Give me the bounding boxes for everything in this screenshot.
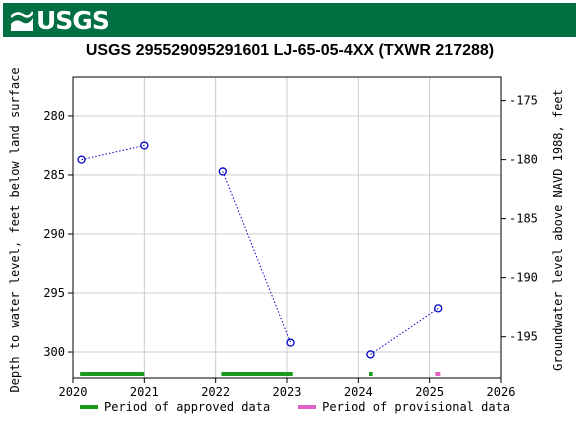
x-tick-label: 2020 xyxy=(59,385,88,399)
data-point xyxy=(77,155,86,164)
approved-period-bar xyxy=(80,372,145,376)
data-series xyxy=(77,141,443,359)
legend-item-provisional: Period of provisional data xyxy=(298,400,510,414)
y-right-tick-label: -175 xyxy=(509,94,538,108)
x-tick-label: 2021 xyxy=(130,385,159,399)
y-left-axis-ticks: 280 285 290 295 300 xyxy=(43,109,73,359)
y-right-axis-title: Groundwater level above NAVD 1988, feet xyxy=(551,89,565,371)
x-tick-label: 2024 xyxy=(344,385,373,399)
y-left-tick-label: 290 xyxy=(43,227,65,241)
legend-label-provisional: Period of provisional data xyxy=(322,400,511,414)
chart-title: USGS 295529095291601 LJ-65-05-4XX (TXWR … xyxy=(85,42,495,59)
logo-text: USGS xyxy=(36,5,110,35)
approved-period-bar xyxy=(221,372,293,376)
y-left-tick-label: 295 xyxy=(43,286,65,300)
x-tick-label: 2025 xyxy=(415,385,444,399)
series-line xyxy=(222,171,292,343)
y-left-axis-title: Depth to water level, feet below land su… xyxy=(8,67,22,392)
x-tick-label: 2022 xyxy=(201,385,230,399)
usgs-logo[interactable]: USGS xyxy=(11,5,110,35)
legend-swatch-provisional xyxy=(298,405,317,409)
x-tick-label: 2026 xyxy=(487,385,516,399)
chart-legend: Period of approved data Period of provis… xyxy=(80,400,538,414)
x-tick-label: 2023 xyxy=(273,385,302,399)
usgs-wave-icon xyxy=(11,9,33,31)
data-point xyxy=(286,338,295,347)
y-right-tick-label: -180 xyxy=(509,153,538,167)
y-left-tick-label: 300 xyxy=(43,345,65,359)
y-right-tick-label: -190 xyxy=(509,271,538,285)
data-period-bars xyxy=(80,372,441,376)
y-left-tick-label: 280 xyxy=(43,109,65,123)
data-point xyxy=(434,304,443,313)
grid-lines xyxy=(72,77,502,378)
legend-swatch-approved xyxy=(80,405,98,409)
y-right-tick-label: -185 xyxy=(509,212,538,226)
series-line xyxy=(370,307,439,355)
y-left-tick-label: 285 xyxy=(43,168,65,182)
approved-period-bar xyxy=(369,372,373,376)
usgs-header-banner: USGS xyxy=(3,3,576,37)
x-axis-ticks: 2020 2021 2022 2023 2024 2025 2026 xyxy=(59,378,516,399)
y-right-axis-ticks: -175 -180 -185 -190 -195 xyxy=(501,94,538,344)
provisional-period-bar xyxy=(435,372,441,376)
legend-label-approved: Period of approved data xyxy=(104,400,271,414)
data-point xyxy=(218,167,227,176)
y-right-tick-label: -195 xyxy=(509,330,538,344)
data-point xyxy=(366,350,375,359)
data-point xyxy=(140,141,149,150)
legend-item-approved: Period of approved data xyxy=(80,400,270,414)
series-line xyxy=(81,145,145,161)
